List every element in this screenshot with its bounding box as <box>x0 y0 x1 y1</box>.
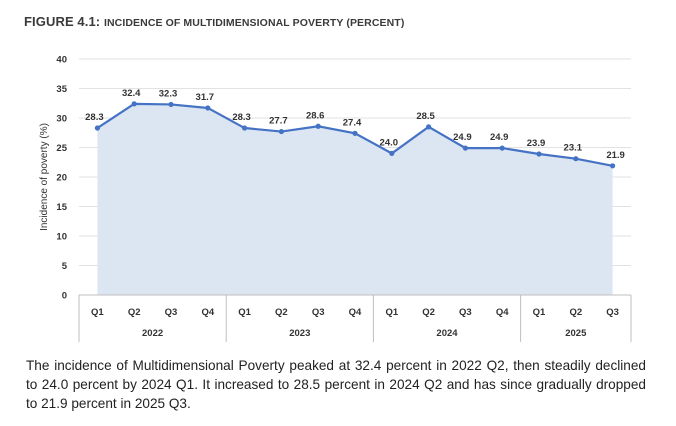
x-group-label: 2023 <box>289 328 310 339</box>
data-label: 31.7 <box>196 92 215 103</box>
data-point <box>205 105 211 111</box>
x-tick-label: Q2 <box>128 307 141 318</box>
data-point <box>278 128 284 135</box>
x-group-label: 2024 <box>436 328 458 339</box>
y-tick-label: 25 <box>56 143 67 154</box>
data-label: 27.7 <box>269 116 288 127</box>
data-label: 23.9 <box>527 138 546 149</box>
data-label: 28.3 <box>85 112 104 123</box>
data-label: 27.4 <box>343 117 362 128</box>
data-label: 24.9 <box>453 132 472 143</box>
y-tick-label: 20 <box>56 173 67 184</box>
data-point <box>315 123 321 129</box>
data-label: 24.0 <box>380 137 399 148</box>
y-tick-label: 5 <box>62 261 68 272</box>
x-group-label: 2022 <box>142 328 163 339</box>
y-tick-label: 40 <box>56 55 67 66</box>
data-label: 32.3 <box>159 88 178 99</box>
data-point <box>352 130 358 136</box>
y-axis-title: Incidence of poverty (%) <box>39 123 50 231</box>
data-point <box>462 145 468 151</box>
x-tick-label: Q2 <box>275 307 288 318</box>
x-tick-label: Q3 <box>606 307 619 318</box>
y-tick-label: 10 <box>56 232 67 243</box>
data-point <box>94 125 100 131</box>
data-point <box>499 145 505 151</box>
x-tick-label: Q1 <box>385 307 398 318</box>
x-tick-label: Q1 <box>91 307 104 318</box>
figure-title: FIGURE 4.1: INCIDENCE OF MULTIDIMENSIONA… <box>24 14 404 29</box>
data-label: 23.1 <box>564 143 583 154</box>
y-tick-label: 15 <box>56 202 67 213</box>
x-tick-label: Q4 <box>201 307 214 318</box>
figure-label: FIGURE 4.1: <box>24 14 101 29</box>
data-label: 28.6 <box>306 110 325 121</box>
data-point <box>610 163 616 169</box>
x-tick-label: Q3 <box>459 307 472 318</box>
data-point <box>242 125 248 131</box>
y-tick-label: 35 <box>56 84 67 95</box>
data-point <box>426 124 432 130</box>
x-tick-label: Q4 <box>349 307 362 318</box>
data-label: 28.5 <box>416 111 435 122</box>
x-tick-label: Q2 <box>422 307 435 318</box>
data-label: 32.4 <box>122 88 141 99</box>
y-tick-label: 0 <box>62 291 67 302</box>
chart-caption: The incidence of Multidimensional Povert… <box>26 358 646 411</box>
data-label: 28.3 <box>232 112 251 123</box>
data-label: 21.9 <box>606 150 625 161</box>
x-tick-label: Q3 <box>165 307 178 318</box>
x-group-label: 2025 <box>565 328 587 339</box>
data-point <box>536 151 542 157</box>
data-point <box>573 156 579 162</box>
x-tick-label: Q4 <box>496 307 509 318</box>
data-point <box>389 150 395 156</box>
data-point <box>168 101 174 108</box>
x-tick-label: Q2 <box>569 307 582 318</box>
y-tick-label: 30 <box>56 114 67 125</box>
data-point <box>131 101 137 107</box>
figure-title-text: INCIDENCE OF MULTIDIMENSIONAL POVERTY (P… <box>103 17 405 29</box>
area-fill <box>97 103 613 295</box>
x-tick-label: Q3 <box>312 307 325 318</box>
x-tick-label: Q1 <box>238 307 251 318</box>
data-label: 24.9 <box>490 132 509 143</box>
x-tick-label: Q1 <box>533 307 546 318</box>
